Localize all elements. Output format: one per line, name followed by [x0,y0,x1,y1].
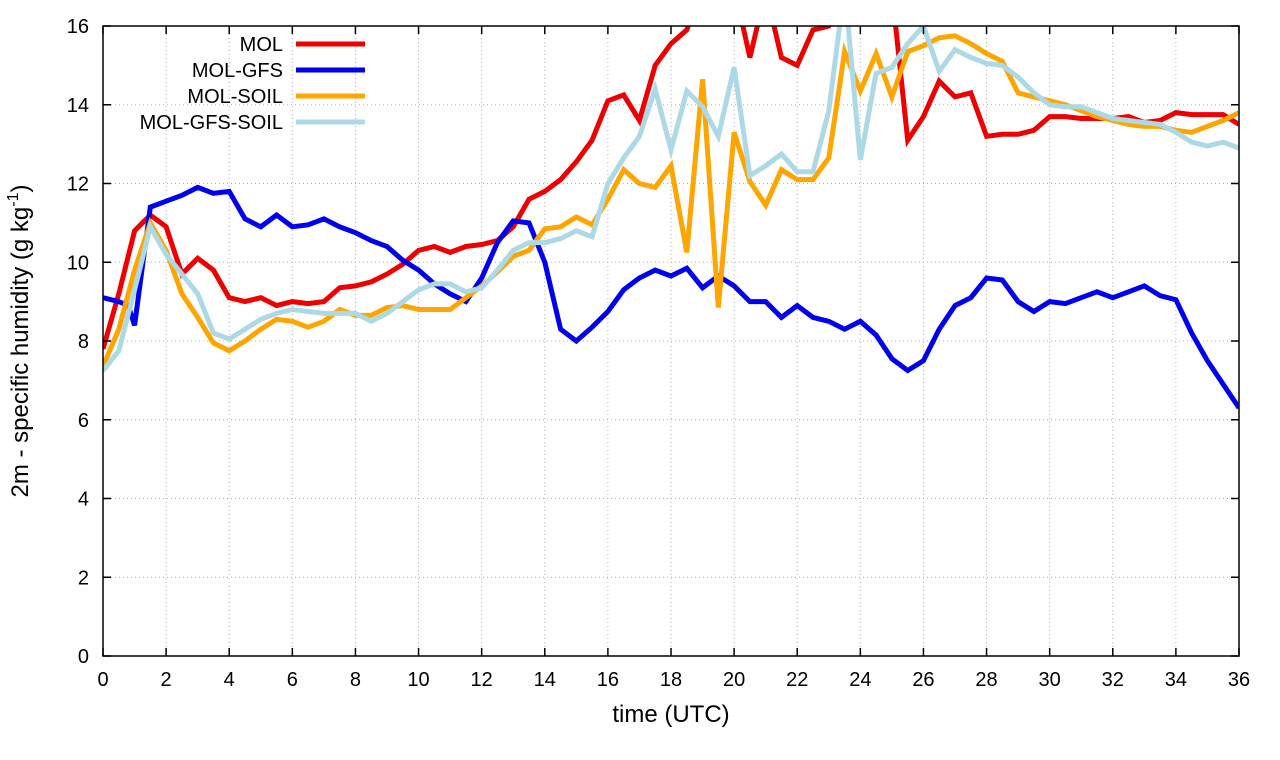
y-axis-label-superscript: -1 [5,192,22,206]
y-tick-label: 8 [78,331,89,353]
x-tick-label: 24 [849,669,871,691]
legend-label-mol-gfs: MOL-GFS [192,60,283,82]
y-tick-label: 14 [67,95,89,117]
x-tick-label: 32 [1102,669,1124,691]
legend-label-mol-soil: MOL-SOIL [187,86,283,108]
x-tick-label: 10 [407,669,429,691]
y-tick-label: 10 [67,252,89,274]
x-tick-label: 0 [97,669,108,691]
series-line-mol-gfs-soil [103,26,1239,373]
x-tick-label: 16 [597,669,619,691]
series-line-mol-soil [103,33,1239,368]
x-tick-label: 12 [471,669,493,691]
x-tick-label: 30 [1039,669,1061,691]
y-axis-label-close: ) [7,185,34,193]
y-tick-label: 12 [67,174,89,196]
series-line-mol-gfs [103,184,1239,410]
x-tick-label: 36 [1228,669,1250,691]
y-tick-label: 4 [78,489,89,511]
y-tick-label: 2 [78,567,89,589]
x-tick-label: 22 [786,669,808,691]
x-tick-label: 8 [350,669,361,691]
series-group [103,26,1239,410]
x-tick-label: 6 [287,669,298,691]
y-tick-label: 16 [67,16,89,38]
y-tick-label: 0 [78,646,89,668]
x-tick-label: 4 [224,669,235,691]
x-tick-label: 18 [660,669,682,691]
legend: MOL MOL-GFS MOL-SOIL MOL-GFS-SOIL [140,34,365,134]
x-tick-label: 34 [1165,669,1187,691]
y-axis-label: 2m - specific humidity (g kg-1) [5,185,34,498]
legend-label-mol-gfs-soil: MOL-GFS-SOIL [140,112,283,134]
x-tick-label: 14 [534,669,556,691]
y-tick-label: 6 [78,410,89,432]
y-axis-label-main: 2m - specific humidity (g kg [7,207,34,498]
x-tick-label: 26 [912,669,934,691]
x-axis-label: time (UTC) [612,701,729,728]
legend-label-mol: MOL [240,34,283,56]
x-tick-label: 20 [723,669,745,691]
x-tick-label: 2 [161,669,172,691]
x-tick-label: 28 [975,669,997,691]
series-line-mol [103,26,1239,350]
